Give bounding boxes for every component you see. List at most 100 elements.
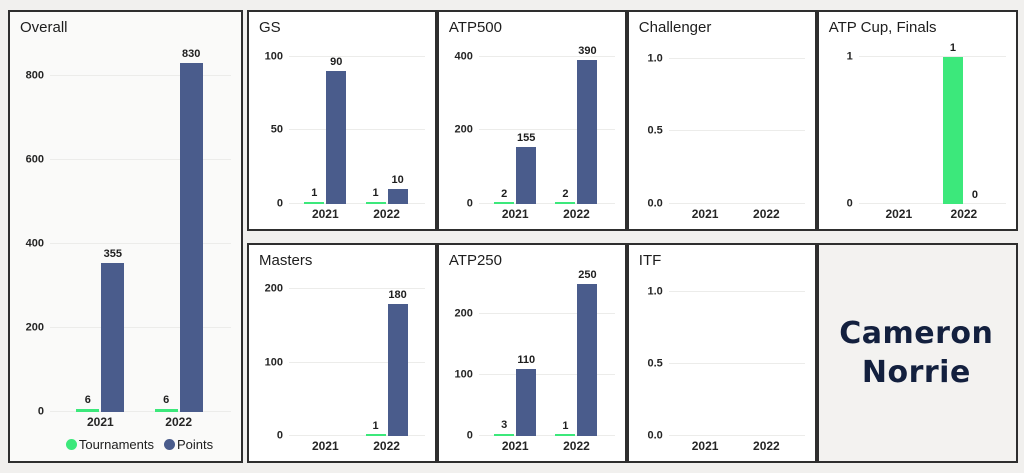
bar-group-2022: 1 10 [364,42,410,204]
x-tick-2021: 2021 [311,206,339,221]
bar-slot [706,275,726,437]
y-tick-label: 100 [264,50,283,63]
bar-points-2021[interactable] [326,71,347,204]
y-tick-label: 400 [454,50,473,63]
bar-tournaments-2021[interactable] [76,409,100,412]
bar-value-label: 390 [578,45,597,58]
bar-points-2022[interactable] [387,303,408,436]
x-axis: 2021 2022 [477,204,615,224]
bar-slot: 110 [516,275,537,436]
bar-points-2022[interactable] [387,188,408,204]
bar-tournaments-2021[interactable] [494,434,515,436]
chart-title-atp250: ATP250 [448,251,502,269]
panel-overall: Overall 0 200 400 600 800 6 355 6 830 2021 2022 Tour… [8,10,243,463]
bar-group-2022: 1 180 [364,275,410,436]
bar-slot: 180 [387,275,408,436]
bar-value-label: 355 [103,247,123,260]
bar-value-label: 0 [971,188,978,201]
gridline [858,202,1006,204]
panel-atp-cup-finals: ATP Cup, Finals 0 1 1 0 2021 2022 [816,10,1018,231]
legend-item-tournaments[interactable]: Tournaments [65,437,154,452]
bar-slot: 0 [965,42,985,204]
plot-area-masters: 0 100 200 1 180 [265,275,425,441]
bar-points-2021[interactable] [101,262,125,412]
x-axis: 2021 2022 [667,436,805,456]
gridline [50,326,231,328]
legend-item-points[interactable]: Points [164,437,213,452]
y-tick-label: 100 [264,356,283,369]
bar-value-label: 155 [517,131,536,144]
panel-gs: GS 0 50 100 1 90 1 10 2021 2022 [247,10,437,231]
gridline [478,55,615,57]
bar-tournaments-2022[interactable] [555,201,576,204]
x-tick-2022: 2022 [753,206,780,221]
bar-slot: 10 [387,42,408,204]
x-tick-2021: 2021 [311,439,339,453]
panel-atp250: ATP250 0 100 200 3 110 1 250 2021 2022 [436,242,627,463]
bar-value-label: 90 [330,56,343,69]
bar-slot [767,42,787,204]
bar-points-2022[interactable] [577,60,598,204]
bar-tournaments-2022[interactable] [365,201,386,204]
bar-value-label: 1 [372,187,379,200]
bar-slot: 250 [577,269,598,436]
bar-slot [684,42,704,204]
gridline [668,130,805,132]
gridline [478,374,615,376]
y-tick-label: 0.0 [647,197,663,209]
bar-slot: 2 [555,42,576,204]
y-tick-label: 600 [25,153,44,166]
bar-group-2021 [682,275,728,437]
bar-groups: 2 155 2 390 [477,42,615,204]
legend-label-points: Points [177,436,214,452]
x-axis: 2021 2022 [667,204,805,224]
bar-group-2021: 2 155 [492,42,538,204]
chart-body-atp500: 0 200 400 2 155 2 390 2021 2022 [455,42,615,224]
bar-group-2021: 3 110 [492,275,538,436]
y-tick-label: 1.0 [647,285,663,298]
bar-slot: 355 [101,42,125,412]
bar-groups: 1 90 1 10 [287,42,425,204]
y-tick-label: 0 [276,429,283,442]
bar-groups: 3 110 1 250 [477,269,615,436]
bar-slot: 1 [555,275,576,436]
x-axis: 2021 2022 [287,204,425,224]
gridline [289,202,425,204]
bar-value-label: 2 [562,187,569,200]
panel-atp500: ATP500 0 200 400 2 155 2 390 2021 2022 [436,10,627,231]
bar-value-label: 110 [517,353,536,366]
chart-body-atpcup: 0 1 1 0 2021 2022 [847,42,1006,224]
bar-slot: 3 [494,275,515,436]
bar-points-2021[interactable] [516,368,537,436]
bar-groups [667,275,805,437]
bar-value-label: 250 [578,268,597,281]
bar-tournaments-2022[interactable] [365,434,386,436]
bar-slot [326,275,346,437]
bar-slot [706,42,726,204]
plot-area-atp500: 0 200 400 2 155 2 390 [455,42,615,209]
x-tick-2021: 2021 [691,206,719,221]
bar-points-2022[interactable] [577,283,598,436]
bar-tournaments-2021[interactable] [494,201,515,204]
chart-body-masters: 0 100 200 1 180 2021 2022 [265,275,425,457]
bar-slot: 1 [304,42,325,204]
x-tick-2021: 2021 [501,439,529,453]
x-tick-2022: 2022 [563,439,590,453]
y-tick-label: 1.0 [647,52,663,65]
bar-tournaments-2022[interactable] [942,56,963,204]
y-tick-label: 0.0 [647,429,663,442]
bar-slot: 90 [326,42,347,204]
bar-points-2022[interactable] [179,63,203,412]
gridline [668,362,805,364]
y-tick-label: 0 [466,197,473,209]
bar-tournaments-2022[interactable] [555,434,576,436]
y-tick-label: 0 [276,197,283,209]
bar-slot [900,42,920,204]
bar-tournaments-2021[interactable] [304,201,325,204]
gridline [858,55,1006,57]
gridline [478,202,615,204]
bar-tournaments-2022[interactable] [154,409,178,412]
bar-points-2021[interactable] [516,146,537,204]
